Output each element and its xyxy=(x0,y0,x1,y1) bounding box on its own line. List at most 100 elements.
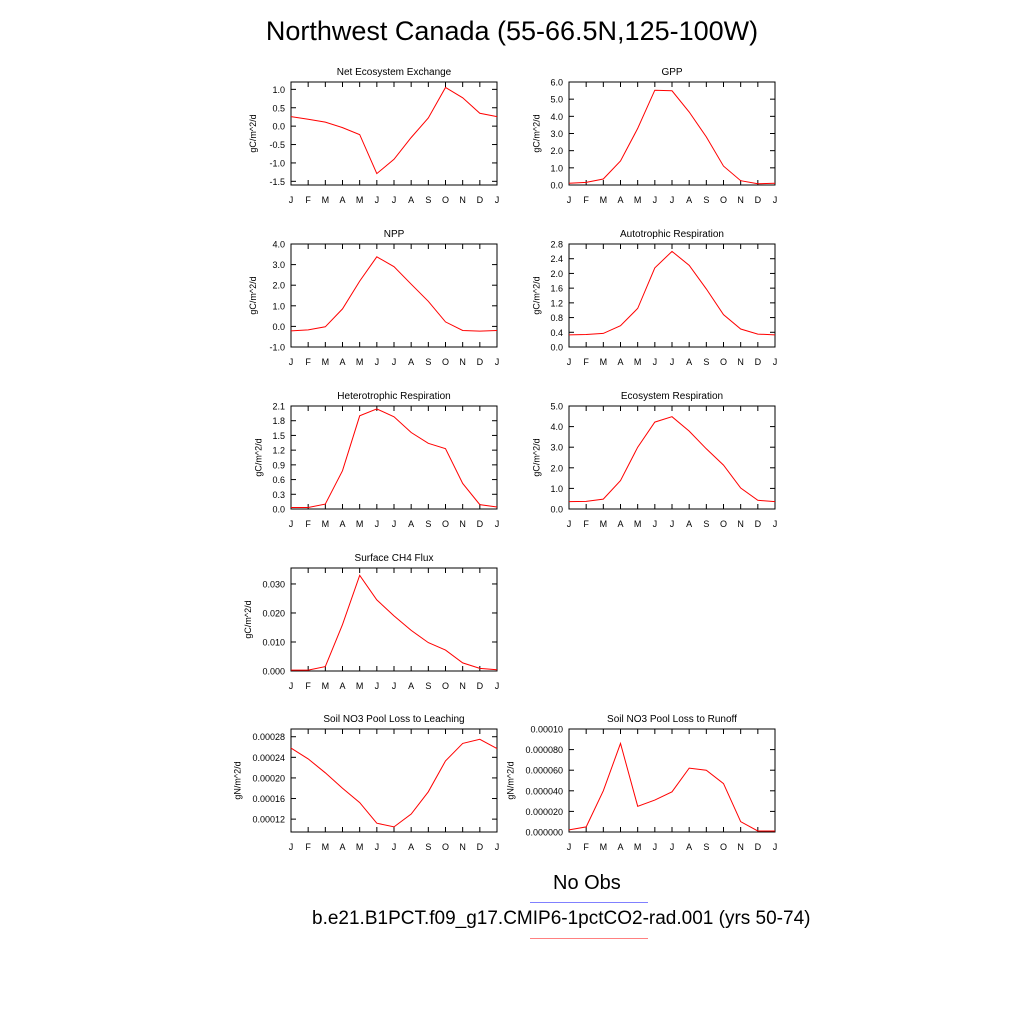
x-tick-label: N xyxy=(737,519,744,529)
x-tick-label: J xyxy=(567,357,572,367)
x-tick-label: J xyxy=(375,842,380,852)
x-tick-label: M xyxy=(322,681,330,691)
y-tick-label: 0.000080 xyxy=(525,745,563,755)
x-tick-label: J xyxy=(375,357,380,367)
series-line xyxy=(290,256,498,332)
x-tick-label: J xyxy=(289,195,294,205)
x-tick-label: A xyxy=(339,357,345,367)
y-axis-label: gC/m^2/d xyxy=(248,114,258,152)
x-tick-label: S xyxy=(703,357,709,367)
x-tick-label: S xyxy=(425,195,431,205)
x-tick-label: A xyxy=(408,681,414,691)
x-tick-label: M xyxy=(356,519,364,529)
x-tick-label: M xyxy=(634,195,642,205)
x-tick-label: J xyxy=(375,681,380,691)
panel-title: Ecosystem Respiration xyxy=(621,391,723,402)
y-tick-label: 1.6 xyxy=(550,284,563,294)
y-tick-label: 1.0 xyxy=(272,301,285,311)
y-tick-label: -1.0 xyxy=(269,158,285,168)
panel-title: Heterotrophic Respiration xyxy=(337,391,450,402)
y-axis-label: gN/m^2/d xyxy=(233,761,243,799)
y-tick-label: 0.00012 xyxy=(252,815,285,825)
x-tick-label: J xyxy=(653,842,658,852)
x-tick-label: S xyxy=(425,842,431,852)
y-tick-label: 2.0 xyxy=(550,269,563,279)
x-tick-label: M xyxy=(322,195,330,205)
x-tick-label: S xyxy=(703,519,709,529)
x-tick-label: F xyxy=(583,842,589,852)
y-tick-label: 6.0 xyxy=(550,78,563,88)
y-tick-label: -1.0 xyxy=(269,343,285,353)
x-tick-label: O xyxy=(720,519,727,529)
y-tick-label: 0.000000 xyxy=(525,828,563,838)
x-tick-label: N xyxy=(459,681,466,691)
x-tick-label: M xyxy=(356,681,364,691)
y-tick-label: 1.8 xyxy=(272,416,285,426)
x-tick-label: O xyxy=(442,195,449,205)
y-tick-label: 0.000060 xyxy=(525,766,563,776)
x-tick-label: D xyxy=(477,357,484,367)
plot-frame xyxy=(568,728,776,833)
x-tick-label: A xyxy=(408,357,414,367)
y-tick-label: -0.5 xyxy=(269,140,285,150)
x-tick-label: D xyxy=(755,357,762,367)
y-axis-label: gC/m^2/d xyxy=(243,600,253,638)
x-tick-label: J xyxy=(670,195,675,205)
y-axis-label: gC/m^2/d xyxy=(253,438,263,476)
y-tick-label: 0.010 xyxy=(262,637,285,647)
x-tick-label: O xyxy=(720,195,727,205)
x-tick-label: J xyxy=(495,681,500,691)
plot-frame xyxy=(290,405,498,510)
x-tick-label: M xyxy=(600,842,608,852)
x-tick-label: J xyxy=(773,842,778,852)
x-tick-label: D xyxy=(755,195,762,205)
x-tick-label: A xyxy=(686,519,692,529)
y-tick-label: 5.0 xyxy=(550,95,563,105)
x-tick-label: O xyxy=(720,357,727,367)
panel-title: Soil NO3 Pool Loss to Runoff xyxy=(607,714,737,725)
x-tick-label: F xyxy=(305,357,311,367)
y-tick-label: 0.020 xyxy=(262,608,285,618)
legend-case-line xyxy=(530,938,648,939)
panel-title: Soil NO3 Pool Loss to Leaching xyxy=(323,714,464,725)
y-axis-label: gC/m^2/d xyxy=(248,276,258,314)
plot-frame xyxy=(290,728,498,833)
x-tick-label: F xyxy=(305,681,311,691)
x-tick-label: S xyxy=(425,519,431,529)
x-tick-label: O xyxy=(720,842,727,852)
x-tick-label: M xyxy=(356,357,364,367)
panel-title: Autotrophic Respiration xyxy=(620,229,724,240)
y-tick-label: 0.8 xyxy=(550,313,563,323)
plot-frame xyxy=(568,81,776,186)
x-tick-label: M xyxy=(322,357,330,367)
x-tick-label: J xyxy=(670,357,675,367)
x-tick-label: J xyxy=(392,357,397,367)
x-tick-label: N xyxy=(459,519,466,529)
x-tick-label: S xyxy=(425,357,431,367)
series-line xyxy=(290,738,498,828)
x-tick-label: F xyxy=(305,519,311,529)
x-tick-label: M xyxy=(322,842,330,852)
x-tick-label: D xyxy=(755,519,762,529)
page-title: Northwest Canada (55-66.5N,125-100W) xyxy=(265,16,759,46)
x-tick-label: F xyxy=(583,357,589,367)
x-tick-label: J xyxy=(670,519,675,529)
y-tick-label: 0.000020 xyxy=(525,807,563,817)
y-tick-label: 0.5 xyxy=(272,103,285,113)
x-tick-label: F xyxy=(305,195,311,205)
x-tick-label: A xyxy=(686,842,692,852)
y-tick-label: 0.00020 xyxy=(252,773,285,783)
y-tick-label: 2.0 xyxy=(272,281,285,291)
x-tick-label: J xyxy=(773,519,778,529)
x-tick-label: J xyxy=(567,195,572,205)
y-tick-label: 0.000040 xyxy=(525,786,563,796)
y-tick-label: 3.0 xyxy=(550,443,563,453)
x-tick-label: J xyxy=(289,681,294,691)
y-tick-label: 5.0 xyxy=(550,402,563,412)
legend-obs-label: No Obs xyxy=(553,872,621,894)
